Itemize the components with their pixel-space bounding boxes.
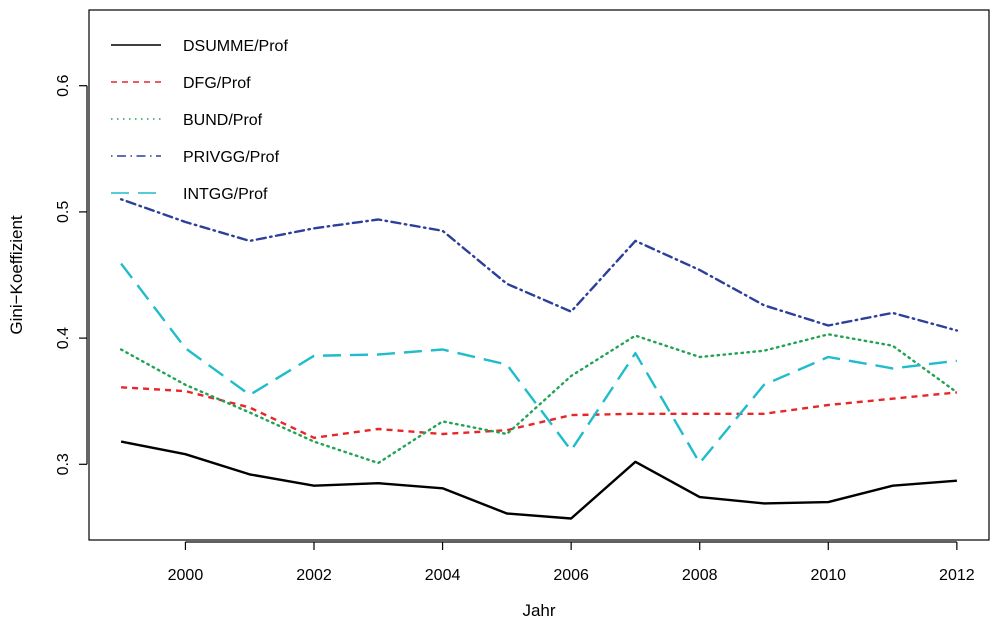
series-line-privgg-prof: [119, 198, 959, 332]
legend: DSUMME/Prof DFG/Prof BUND/Prof PRIVGG/Prof I…: [111, 38, 288, 203]
x-tick-label: 2006: [553, 567, 589, 584]
series-line-dsumme-prof: [120, 440, 957, 520]
x-tick-label: 2004: [425, 567, 461, 584]
x-tick-label: 2010: [810, 567, 846, 584]
y-tick-label: 0.3: [55, 453, 72, 475]
legend-label: PRIVGG/Prof: [183, 149, 280, 166]
x-tick-label: 2008: [682, 567, 718, 584]
y-tick-label: 0.6: [55, 74, 72, 96]
y-tick-label: 0.5: [55, 201, 72, 223]
x-axis-title: Jahr: [522, 601, 555, 620]
y-axis-title: Gini−Koeffizient: [7, 215, 26, 335]
legend-label: DSUMME/Prof: [183, 38, 288, 55]
axes: 2000 2002 2004 2006 2008 2010 2012 0.3 0.4 0.5 0.6: [55, 74, 975, 584]
plot-frame: [88, 9, 990, 541]
y-tick-label: 0.4: [55, 327, 72, 349]
legend-label: INTGG/Prof: [183, 186, 268, 203]
legend-label: BUND/Prof: [183, 112, 263, 129]
series-line-bund-prof: [119, 333, 959, 465]
series-line-intgg-prof: [120, 262, 958, 465]
legend-label: DFG/Prof: [183, 75, 251, 92]
x-tick-label: 2012: [939, 567, 975, 584]
x-tick-label: 2002: [296, 567, 332, 584]
x-tick-label: 2000: [168, 567, 204, 584]
series-lines: [119, 198, 959, 520]
series-line-dfg-prof: [121, 386, 958, 439]
